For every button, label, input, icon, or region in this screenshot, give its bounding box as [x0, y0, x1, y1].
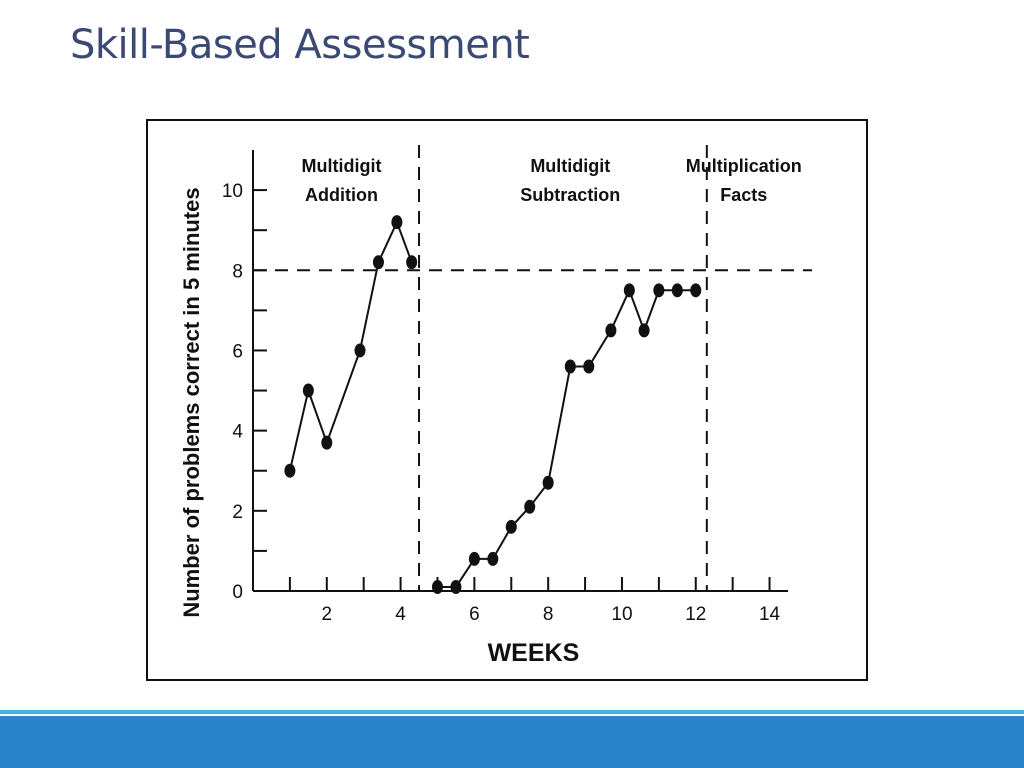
- x-tick-label: 8: [543, 604, 554, 625]
- x-tick-label: 4: [395, 604, 406, 625]
- reference-lines: [253, 145, 812, 591]
- axes: 0 2 4 6 8 10 2 4 6 8 10 12 14: [222, 150, 788, 625]
- data-point: [406, 255, 418, 270]
- data-point: [638, 323, 650, 338]
- data-point: [671, 283, 683, 298]
- y-tick-label: 8: [232, 261, 243, 282]
- data-point: [372, 255, 384, 270]
- footer-gap: [0, 714, 1024, 716]
- data-point: [391, 215, 403, 230]
- data-point: [284, 463, 296, 478]
- phase-label-line2: Facts: [720, 185, 767, 205]
- phase-label-line1: Multidigit: [530, 156, 610, 176]
- data-point: [468, 551, 480, 566]
- x-tick-label: 2: [322, 604, 333, 625]
- data-point: [302, 383, 314, 398]
- data-point: [690, 283, 702, 298]
- data-point: [354, 343, 366, 358]
- y-axis-title: Number of problems correct in 5 minutes: [179, 187, 204, 617]
- data-point: [623, 283, 635, 298]
- x-tick-label: 10: [611, 604, 632, 625]
- phase-label-line2: Addition: [305, 185, 378, 205]
- data-point: [505, 519, 517, 534]
- y-tick-label: 6: [232, 341, 243, 362]
- x-tick-label: 6: [469, 604, 480, 625]
- chart-labels: WEEKS Number of problems correct in 5 min…: [179, 156, 802, 667]
- chart-frame: 0 2 4 6 8 10 2 4 6 8 10 12 14 WEEKS Number of problem…: [146, 119, 868, 681]
- series-line: [437, 287, 696, 588]
- slide-title: Skill-Based Assessment: [70, 22, 530, 68]
- x-axis-title: WEEKS: [488, 639, 580, 667]
- data-point: [450, 579, 462, 594]
- footer-bar: [0, 716, 1024, 768]
- data-point: [653, 283, 665, 298]
- y-tick-label: 2: [232, 502, 243, 523]
- x-tick-label: 12: [685, 604, 706, 625]
- data-point: [524, 499, 536, 514]
- data-point: [564, 359, 576, 374]
- phase-label-line2: Subtraction: [520, 185, 620, 205]
- data-point: [487, 551, 499, 566]
- y-tick-label: 4: [232, 422, 243, 443]
- data-point: [583, 359, 595, 374]
- footer-accent-line: [0, 710, 1024, 714]
- y-tick-label: 0: [232, 582, 243, 603]
- y-tick-label: 10: [222, 181, 243, 202]
- series-line: [288, 219, 413, 471]
- data-point: [605, 323, 617, 338]
- data-point: [321, 435, 333, 450]
- data-series: [284, 215, 702, 594]
- phase-label-line1: Multiplication: [686, 156, 802, 176]
- line-chart: 0 2 4 6 8 10 2 4 6 8 10 12 14 WEEKS Number of problem…: [179, 145, 812, 667]
- x-tick-label: 14: [759, 604, 781, 625]
- data-point: [431, 579, 443, 594]
- data-point: [542, 475, 554, 490]
- phase-label-line1: Multidigit: [302, 156, 382, 176]
